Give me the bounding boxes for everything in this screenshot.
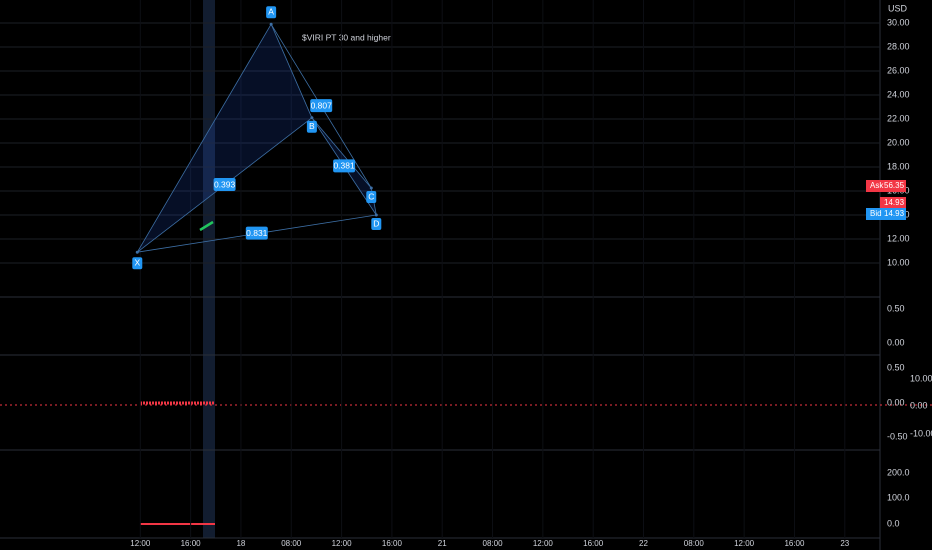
- pattern-point: [374, 213, 378, 217]
- y-tick-label: 12.00: [887, 233, 910, 243]
- point-tag: [132, 257, 143, 270]
- ratio-tag: [310, 99, 333, 113]
- pane-tick-label: 0.00: [887, 397, 905, 407]
- ratio-label: 0.381: [333, 161, 355, 171]
- bid-value: 14.93: [884, 209, 905, 218]
- point-label: D: [373, 218, 379, 228]
- y-tick-label: 10.00: [887, 257, 910, 267]
- ratio-label: 0.393: [214, 179, 236, 189]
- pattern-point: [135, 250, 139, 254]
- trend-stroke: [199, 220, 214, 232]
- pane-tick-label: -0.50: [887, 431, 908, 441]
- session-highlight: [203, 0, 215, 538]
- x-tick-label: 12:00: [332, 539, 353, 548]
- ask-label: Ask: [870, 181, 884, 190]
- x-tick-label: 08:00: [684, 539, 705, 548]
- pane-right-label: -10.00: [910, 428, 932, 438]
- ratio-label: 0.807: [311, 100, 333, 110]
- ask-value: 56.35: [884, 181, 905, 190]
- pane-tick-label: 100.0: [887, 492, 910, 502]
- pattern-leg: [311, 117, 372, 189]
- last-tag: [880, 197, 906, 209]
- pane-tick-label: 0.50: [887, 362, 905, 372]
- x-tick-label: 12:00: [130, 539, 151, 548]
- pane-tick-label: 0.50: [887, 303, 905, 313]
- bid-label: Bid: [870, 209, 882, 218]
- y-tick-label: 24.00: [887, 89, 910, 99]
- x-tick-label: 12:00: [734, 539, 755, 548]
- pattern-leg: [270, 24, 313, 118]
- y-tick-label: 26.00: [887, 65, 910, 75]
- pane-tick-label: 200.0: [887, 467, 910, 477]
- point-tag: [366, 191, 377, 203]
- currency: USD: [888, 3, 908, 13]
- ask-tag: [866, 180, 906, 192]
- y-tick-label: 30.00: [887, 17, 910, 27]
- x-tick-label: 08:00: [281, 539, 302, 548]
- x-tick-label: 16:00: [382, 539, 403, 548]
- point-label: X: [134, 257, 140, 267]
- y-tick-label: 28.00: [887, 41, 910, 51]
- last-value: 14.93: [884, 198, 905, 207]
- x-tick-label: 16:00: [784, 539, 805, 548]
- pattern-triangle: [137, 24, 312, 253]
- pattern-leg: [136, 23, 272, 253]
- pane-tick-label: 0.00: [887, 337, 905, 347]
- point-tag: [306, 120, 317, 133]
- x-tick-label: 16:00: [181, 539, 202, 548]
- point-tag: [371, 218, 382, 230]
- ratio-tag: [245, 226, 268, 240]
- bid-tag: [866, 208, 906, 220]
- y-tick-label: 22.00: [887, 113, 910, 123]
- x-tick-label: 08:00: [483, 539, 504, 548]
- ratio-tag: [213, 178, 236, 191]
- x-tick-label: 12:00: [533, 539, 554, 548]
- point-label: C: [368, 191, 374, 201]
- y-tick-label: 18.00: [887, 161, 910, 171]
- x-tick-label: 16:00: [583, 539, 604, 548]
- pattern-point: [269, 22, 273, 26]
- pattern-point: [369, 186, 373, 190]
- point-label: A: [268, 6, 274, 16]
- pane-right-label: 0.00: [910, 400, 928, 410]
- pane-tick-label: 0.0: [887, 518, 900, 528]
- pane-right-label: 10.00: [910, 373, 932, 383]
- pattern-point: [310, 116, 314, 120]
- ratio-tag: [333, 159, 356, 173]
- y-tick-label: 20.00: [887, 137, 910, 147]
- x-tick-label: 22: [639, 539, 648, 548]
- x-tick-label: 23: [840, 539, 849, 548]
- point-tag: [266, 6, 277, 19]
- annotation: $VIRI PT 30 and higher: [302, 32, 391, 42]
- x-tick-label: 18: [236, 539, 245, 548]
- point-label: B: [309, 121, 315, 131]
- x-tick-label: 21: [438, 539, 447, 548]
- ratio-label: 0.831: [246, 228, 268, 238]
